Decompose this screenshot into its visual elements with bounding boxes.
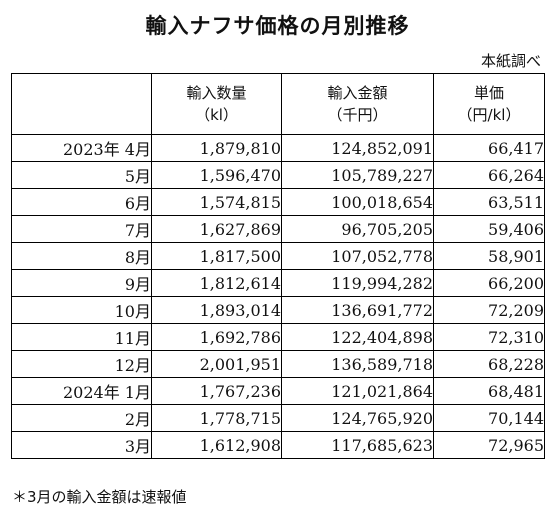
- unit-price-cell: 72,310: [433, 323, 545, 351]
- period-cell: 2023年 4月: [11, 134, 152, 162]
- table-row: 9月 1,812,614 119,994,282 66,200: [11, 269, 545, 297]
- unit-price-cell: 66,200: [433, 269, 545, 297]
- unit-price-cell: 58,901: [433, 242, 545, 270]
- header-amount-label: 輸入金額: [327, 84, 388, 102]
- quantity-cell: 1,574,815: [151, 188, 282, 216]
- table-row: 10月 1,893,014 136,691,772 72,209: [11, 296, 545, 324]
- period-cell: 5月: [11, 161, 152, 189]
- table-body: 2023年 4月 1,879,810 124,852,091 66,417 5月 1,59…: [11, 134, 545, 459]
- unit-price-cell: 63,511: [433, 188, 545, 216]
- amount-cell: 100,018,654: [281, 188, 434, 216]
- table-row: 2024年 1月 1,767,236 121,021,864 68,481: [11, 377, 545, 405]
- table-row: 12月 2,001,951 136,589,718 68,228: [11, 350, 545, 378]
- amount-cell: 119,994,282: [281, 269, 434, 297]
- quantity-cell: 1,627,869: [151, 215, 282, 243]
- unit-price-cell: 72,209: [433, 296, 545, 324]
- unit-price-cell: 72,965: [433, 431, 545, 459]
- amount-cell: 124,852,091: [281, 134, 434, 162]
- quantity-cell: 1,879,810: [151, 134, 282, 162]
- footnote: ＊3月の輸入金額は速報値: [12, 488, 187, 506]
- header-period: [11, 73, 152, 135]
- header-quantity-unit: （kl）: [195, 106, 238, 124]
- amount-cell: 136,691,772: [281, 296, 434, 324]
- source-label: 本紙調べ: [480, 52, 541, 70]
- amount-cell: 136,589,718: [281, 350, 434, 378]
- quantity-cell: 1,767,236: [151, 377, 282, 405]
- header-unit-price: 単価 （円/kl）: [433, 73, 545, 135]
- table-row: 3月 1,612,908 117,685,623 72,965: [11, 431, 545, 459]
- header-quantity-label: 輸入数量: [186, 84, 247, 102]
- quantity-cell: 1,596,470: [151, 161, 282, 189]
- period-cell: 9月: [11, 269, 152, 297]
- amount-cell: 122,404,898: [281, 323, 434, 351]
- header-quantity: 輸入数量 （kl）: [151, 73, 282, 135]
- period-cell: 6月: [11, 188, 152, 216]
- header-amount: 輸入金額 （千円）: [281, 73, 434, 135]
- table-row: 8月 1,817,500 107,052,778 58,901: [11, 242, 545, 270]
- unit-price-cell: 68,481: [433, 377, 545, 405]
- period-cell: 10月: [11, 296, 152, 324]
- quantity-cell: 1,778,715: [151, 404, 282, 432]
- table-row: 2月 1,778,715 124,765,920 70,144: [11, 404, 545, 432]
- table-row: 2023年 4月 1,879,810 124,852,091 66,417: [11, 134, 545, 162]
- amount-cell: 105,789,227: [281, 161, 434, 189]
- unit-price-cell: 66,264: [433, 161, 545, 189]
- header-unit-price-unit: （円/kl）: [457, 106, 521, 124]
- quantity-cell: 1,692,786: [151, 323, 282, 351]
- unit-price-cell: 68,228: [433, 350, 545, 378]
- amount-cell: 121,021,864: [281, 377, 434, 405]
- table-row: 11月 1,692,786 122,404,898 72,310: [11, 323, 545, 351]
- quantity-cell: 1,612,908: [151, 431, 282, 459]
- quantity-cell: 1,817,500: [151, 242, 282, 270]
- quantity-cell: 1,812,614: [151, 269, 282, 297]
- header-amount-unit: （千円）: [327, 106, 388, 124]
- amount-cell: 107,052,778: [281, 242, 434, 270]
- amount-cell: 96,705,205: [281, 215, 434, 243]
- amount-cell: 117,685,623: [281, 431, 434, 459]
- table-header-row: 輸入数量 （kl） 輸入金額 （千円） 単価 （円/kl）: [11, 73, 545, 135]
- unit-price-cell: 59,406: [433, 215, 545, 243]
- header-unit-price-label: 単価: [473, 84, 504, 102]
- period-cell: 7月: [11, 215, 152, 243]
- amount-cell: 124,765,920: [281, 404, 434, 432]
- page-title: 輸入ナフサ価格の月別推移: [145, 14, 410, 38]
- period-cell: 12月: [11, 350, 152, 378]
- table-row: 7月 1,627,869 96,705,205 59,406: [11, 215, 545, 243]
- period-cell: 3月: [11, 431, 152, 459]
- unit-price-cell: 70,144: [433, 404, 545, 432]
- period-cell: 2月: [11, 404, 152, 432]
- quantity-cell: 1,893,014: [151, 296, 282, 324]
- naphtha-price-table: 輸入数量 （kl） 輸入金額 （千円） 単価 （円/kl） 2023年 4月 1,879…: [11, 73, 545, 459]
- period-cell: 8月: [11, 242, 152, 270]
- quantity-cell: 2,001,951: [151, 350, 282, 378]
- period-cell: 2024年 1月: [11, 377, 152, 405]
- period-cell: 11月: [11, 323, 152, 351]
- table-row: 5月 1,596,470 105,789,227 66,264: [11, 161, 545, 189]
- unit-price-cell: 66,417: [433, 134, 545, 162]
- table-row: 6月 1,574,815 100,018,654 63,511: [11, 188, 545, 216]
